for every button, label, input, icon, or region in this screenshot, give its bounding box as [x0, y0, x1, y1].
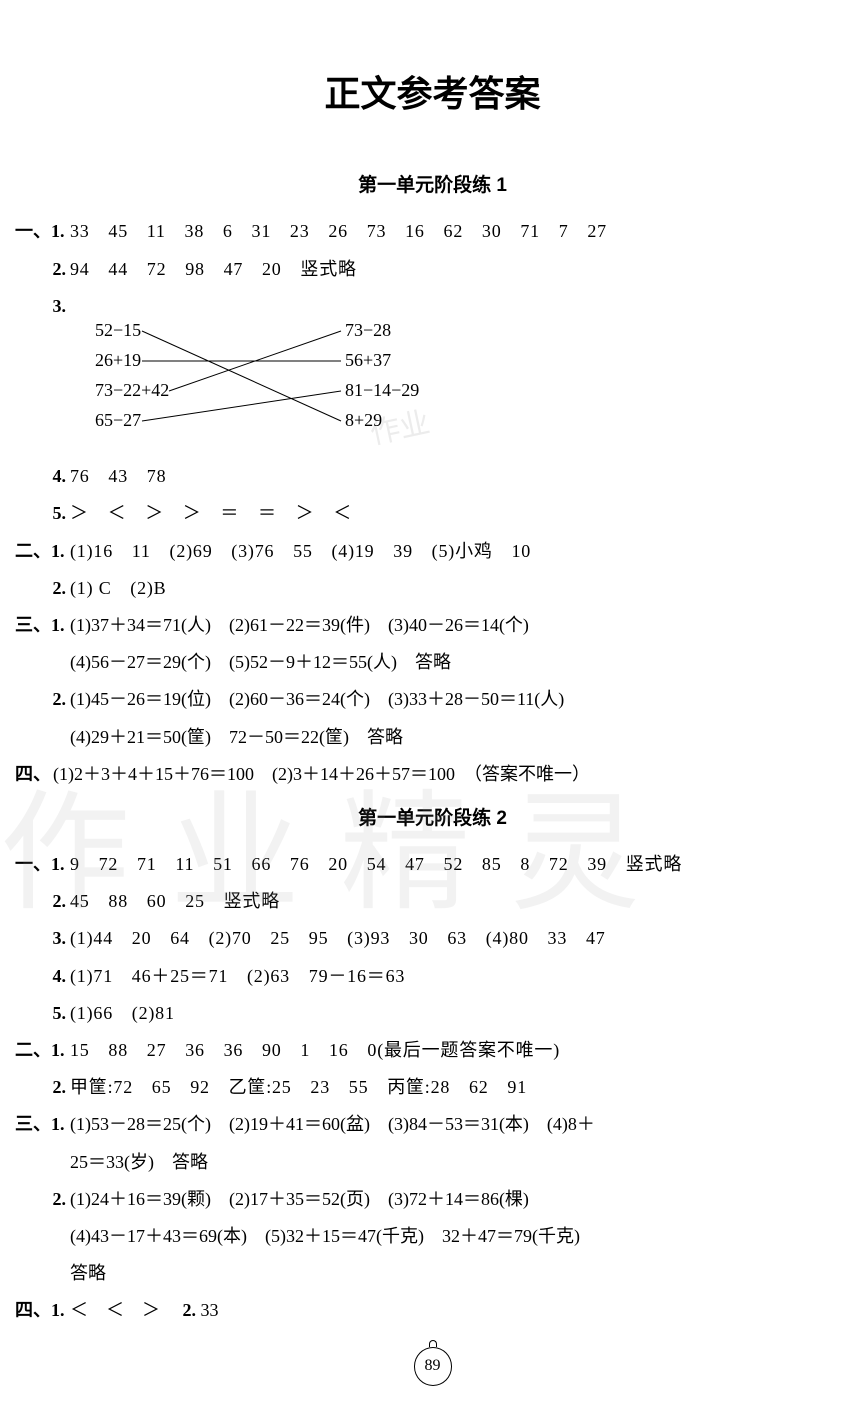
s2-q3-p2c: 答略 — [15, 1256, 850, 1290]
label: 四、1. — [15, 1300, 65, 1320]
label: 一、1. — [15, 854, 65, 874]
s1-q3-p1b: (4)56－27＝29(个) (5)52－9＋12＝55(人) 答略 — [15, 645, 850, 679]
label: 4. — [53, 466, 67, 486]
label: 4. — [53, 966, 67, 986]
label: 2. — [53, 891, 67, 911]
content: 94 44 72 98 47 20 竖式略 — [70, 252, 850, 286]
content: 25＝33(岁) 答略 — [70, 1145, 850, 1179]
content1: ＜ ＜ ＞ — [70, 1300, 178, 1320]
label: 2. — [53, 1077, 67, 1097]
label: 2. — [53, 1189, 67, 1209]
s2-q3-p2b: (4)43－17＋43＝69(本) (5)32＋15＝47(千克) 32＋47＝… — [15, 1219, 850, 1253]
matching-diagram: 52−15 26+19 73−22+42 65−27 73−28 56+37 81−14−2… — [85, 318, 505, 448]
svg-text:73−28: 73−28 — [345, 320, 391, 340]
content: (1)2＋3＋4＋15＋76＝100 (2)3＋14＋26＋57＝100 （答案… — [53, 757, 850, 791]
s1-q2-p1: 二、1. (1)16 11 (2)69 (3)76 55 (4)19 39 (5… — [15, 534, 850, 568]
content: (4)43－17＋43＝69(本) (5)32＋15＝47(千克) 32＋47＝… — [70, 1219, 850, 1253]
s1-q3-p1: 三、1. (1)37＋34＝71(人) (2)61－22＝39(件) (3)40… — [15, 608, 850, 642]
s1-q2-p2: 2. (1) C (2)B — [15, 571, 850, 605]
s1-q3-p2b: (4)29＋21＝50(筐) 72－50＝22(筐) 答略 — [15, 720, 850, 754]
s2-q1-p1: 一、1. 9 72 71 11 51 66 76 20 54 47 52 85 … — [15, 847, 850, 881]
s2-q1-p2: 2. 45 88 60 25 竖式略 — [15, 884, 850, 918]
s2-q2-p2: 2. 甲筐:72 65 92 乙筐:25 23 55 丙筐:28 62 91 — [15, 1070, 850, 1104]
content: (1)44 20 64 (2)70 25 95 (3)93 30 63 (4)8… — [70, 921, 850, 955]
content: 45 88 60 25 竖式略 — [70, 884, 850, 918]
content: (1)66 (2)81 — [70, 996, 850, 1030]
svg-text:73−22+42: 73−22+42 — [95, 380, 169, 400]
s2-q1-p4: 4. (1)71 46＋25＝71 (2)63 79－16＝63 — [15, 959, 850, 993]
s1-q3-p2: 2. (1)45－26＝19(位) (2)60－36＝24(个) (3)33＋2… — [15, 682, 850, 716]
content: 76 43 78 — [70, 459, 850, 493]
s2-q4: 四、1. ＜ ＜ ＞ 2. 33 — [15, 1293, 850, 1327]
s2-q1-p5: 5. (1)66 (2)81 — [15, 996, 850, 1030]
s1-q1-p5: 5. ＞ ＜ ＞ ＞ ＝ ＝ ＞ ＜ — [15, 496, 850, 530]
svg-text:52−15: 52−15 — [95, 320, 141, 340]
label: 2. — [53, 578, 67, 598]
label: 2. — [53, 259, 67, 279]
s2-q3-p1: 三、1. (1)53－28＝25(个) (2)19＋41＝60(盆) (3)84… — [15, 1107, 850, 1141]
svg-text:8+29: 8+29 — [345, 410, 382, 430]
label2: 2. — [183, 1300, 197, 1320]
label: 一、1. — [15, 221, 65, 241]
label: 二、1. — [15, 541, 65, 561]
label: 三、1. — [15, 615, 65, 635]
content: 9 72 71 11 51 66 76 20 54 47 52 85 8 72 … — [70, 847, 850, 881]
content: (1)45－26＝19(位) (2)60－36＝24(个) (3)33＋28－5… — [70, 682, 850, 716]
s2-q3-p1b: 25＝33(岁) 答略 — [15, 1145, 850, 1179]
content: 33 45 11 38 6 31 23 26 73 16 62 30 71 7 … — [70, 214, 850, 248]
label: 2. — [53, 689, 67, 709]
content: (1)71 46＋25＝71 (2)63 79－16＝63 — [70, 959, 850, 993]
s1-q1-p2: 2. 94 44 72 98 47 20 竖式略 — [15, 252, 850, 286]
s1-q1-p4: 4. 76 43 78 — [15, 459, 850, 493]
main-title: 正文参考答案 — [15, 60, 850, 128]
label: 二、1. — [15, 1040, 65, 1060]
label: 3. — [53, 296, 67, 316]
content: (4)56－27＝29(个) (5)52－9＋12＝55(人) 答略 — [70, 645, 850, 679]
svg-text:81−14−29: 81−14−29 — [345, 380, 419, 400]
label: 三、1. — [15, 1114, 65, 1134]
content: 15 88 27 36 36 90 1 16 0(最后一题答案不唯一) — [70, 1033, 850, 1067]
section2-title: 第一单元阶段练 2 — [15, 801, 850, 837]
label: 3. — [53, 928, 67, 948]
content: (1)53－28＝25(个) (2)19＋41＝60(盆) (3)84－53＝3… — [70, 1107, 850, 1141]
s2-q2-p1: 二、1. 15 88 27 36 36 90 1 16 0(最后一题答案不唯一) — [15, 1033, 850, 1067]
content: (1)16 11 (2)69 (3)76 55 (4)19 39 (5)小鸡 1… — [70, 534, 850, 568]
content2: 33 — [201, 1300, 219, 1320]
label: 5. — [53, 1003, 67, 1023]
s1-q1-p1: 一、1. 33 45 11 38 6 31 23 26 73 16 62 30 … — [15, 214, 850, 248]
page-number-container: 89 — [15, 1347, 850, 1385]
s1-q4-p1: 四、 (1)2＋3＋4＋15＋76＝100 (2)3＋14＋26＋57＝100 … — [15, 757, 850, 791]
s2-q1-p3: 3. (1)44 20 64 (2)70 25 95 (3)93 30 63 (… — [15, 921, 850, 955]
section1-title: 第一单元阶段练 1 — [15, 168, 850, 204]
content: (4)29＋21＝50(筐) 72－50＝22(筐) 答略 — [70, 720, 850, 754]
content: (1) C (2)B — [70, 571, 850, 605]
label: 5. — [53, 503, 67, 523]
content: 甲筐:72 65 92 乙筐:25 23 55 丙筐:28 62 91 — [70, 1070, 850, 1104]
page-number: 89 — [414, 1347, 452, 1385]
content: ＞ ＜ ＞ ＞ ＝ ＝ ＞ ＜ — [70, 496, 850, 530]
content: (1)24＋16＝39(颗) (2)17＋35＝52(页) (3)72＋14＝8… — [70, 1182, 850, 1216]
svg-text:26+19: 26+19 — [95, 350, 141, 370]
content: 答略 — [70, 1256, 850, 1290]
content: (1)37＋34＝71(人) (2)61－22＝39(件) (3)40－26＝1… — [70, 608, 850, 642]
svg-text:56+37: 56+37 — [345, 350, 391, 370]
s2-q3-p2: 2. (1)24＋16＝39(颗) (2)17＋35＝52(页) (3)72＋1… — [15, 1182, 850, 1216]
label: 四、 — [15, 764, 51, 784]
svg-text:65−27: 65−27 — [95, 410, 141, 430]
